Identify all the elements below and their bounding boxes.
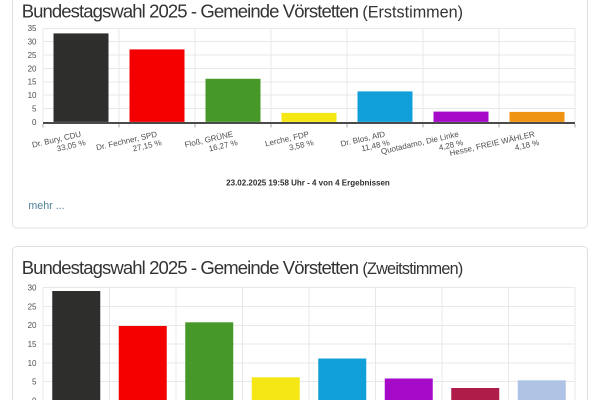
svg-text:10: 10 — [28, 91, 37, 100]
svg-text:30: 30 — [28, 284, 37, 293]
svg-text:0: 0 — [32, 396, 37, 400]
svg-text:20: 20 — [28, 64, 37, 73]
svg-text:mehr ...: mehr ... — [28, 200, 64, 212]
svg-text:5: 5 — [32, 378, 37, 387]
svg-text:10: 10 — [28, 359, 37, 368]
svg-text:35: 35 — [28, 24, 37, 33]
svg-text:20: 20 — [28, 321, 37, 330]
svg-text:Bundestagswahl 2025 - Gemeinde: Bundestagswahl 2025 - Gemeinde Vörstette… — [22, 257, 463, 278]
svg-text:15: 15 — [28, 340, 37, 349]
svg-text:0: 0 — [32, 118, 37, 127]
svg-text:15: 15 — [28, 78, 37, 87]
svg-text:30: 30 — [28, 38, 37, 47]
svg-text:Bundestagswahl 2025 - Gemeinde: Bundestagswahl 2025 - Gemeinde Vörstette… — [22, 0, 463, 21]
svg-text:23.02.2025 19:58 Uhr - 4 von 4: 23.02.2025 19:58 Uhr - 4 von 4 Ergebniss… — [226, 178, 390, 187]
svg-text:5: 5 — [32, 104, 37, 113]
svg-text:25: 25 — [28, 302, 37, 311]
svg-text:25: 25 — [28, 51, 37, 60]
